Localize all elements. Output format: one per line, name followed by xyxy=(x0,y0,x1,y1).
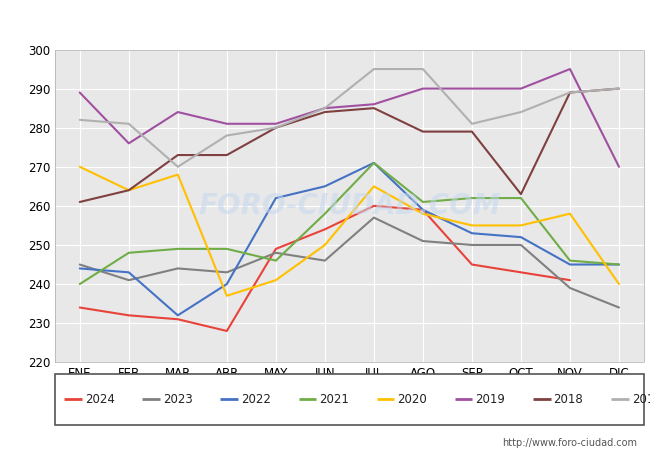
Text: 2019: 2019 xyxy=(475,393,505,406)
Text: 2017: 2017 xyxy=(632,393,650,406)
Text: 2021: 2021 xyxy=(319,393,349,406)
Text: 2018: 2018 xyxy=(554,393,583,406)
Text: Afiliados en Caminomorisco a 30/11/2024: Afiliados en Caminomorisco a 30/11/2024 xyxy=(98,15,552,34)
Text: FORO-CIUDAD.COM: FORO-CIUDAD.COM xyxy=(198,192,500,220)
Text: http://www.foro-ciudad.com: http://www.foro-ciudad.com xyxy=(502,438,637,448)
Text: 2020: 2020 xyxy=(397,393,427,406)
Text: 2023: 2023 xyxy=(162,393,192,406)
Text: 2022: 2022 xyxy=(241,393,271,406)
Text: 2024: 2024 xyxy=(84,393,114,406)
